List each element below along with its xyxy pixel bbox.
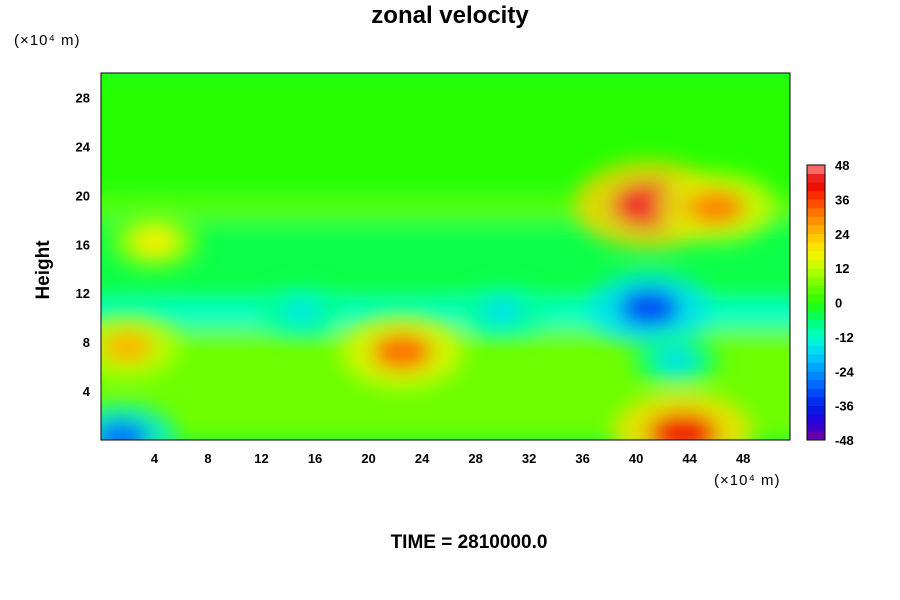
velocity-features	[101, 160, 775, 440]
colorbar-swatch	[807, 422, 825, 432]
colorbar-swatch	[807, 328, 825, 338]
x-tick-label: 28	[468, 451, 482, 466]
colorbar-swatch	[807, 345, 825, 355]
colorbar-swatch	[807, 362, 825, 372]
colorbar-tick-label: -48	[835, 433, 854, 448]
colorbar-tick-label: -12	[835, 330, 854, 345]
colorbar-swatch	[807, 242, 825, 252]
time-label: TIME = 2810000.0	[390, 532, 548, 553]
colorbar-swatch	[807, 414, 825, 424]
velocity-feature	[619, 289, 680, 327]
colorbar-swatch	[807, 216, 825, 226]
y-tick-label: 28	[76, 90, 90, 105]
colorbar-swatch	[807, 285, 825, 295]
y-tick-label: 24	[76, 139, 91, 154]
x-tick-label: 40	[629, 451, 643, 466]
colorbar-swatch	[807, 405, 825, 415]
colorbar-swatch	[807, 250, 825, 260]
colorbar-tick-label: 24	[835, 227, 850, 242]
colorbar-swatch	[807, 431, 825, 441]
velocity-feature	[647, 413, 719, 440]
colorbar-swatch	[807, 379, 825, 389]
colorbar-swatch	[807, 182, 825, 192]
y-tick-label: 12	[76, 286, 90, 301]
colorbar-swatch	[807, 371, 825, 381]
y-tick-label: 20	[76, 188, 90, 203]
x-tick-label: 8	[204, 451, 211, 466]
colorbar-frame	[806, 164, 826, 441]
colorbar-swatch	[807, 302, 825, 312]
colorbar-swatch	[807, 276, 825, 286]
velocity-feature	[281, 298, 323, 325]
y-axis-unit: (×10⁴ m)	[14, 32, 81, 49]
colorbar-tick-label: 0	[835, 296, 842, 311]
x-tick-label: 36	[575, 451, 589, 466]
colorbar-swatch	[807, 397, 825, 406]
plot-frame	[100, 72, 791, 441]
colorbar-swatch	[807, 311, 825, 320]
colorbar-swatch	[807, 388, 825, 398]
colorbar-swatch	[807, 233, 825, 243]
colorbar-tick-label: -24	[835, 364, 855, 379]
colorbar-swatch	[807, 207, 825, 217]
colorbar: 48 36 24 12 0 -12 -24 -36 -48	[806, 158, 855, 448]
chart-title: zonal velocity	[371, 2, 529, 29]
y-tick-label: 4	[83, 384, 91, 399]
colorbar-swatch	[807, 190, 825, 200]
colorbar-swatch	[807, 199, 825, 209]
colorbar-swatch	[807, 173, 825, 183]
colorbar-tick-label: 12	[835, 261, 849, 276]
x-axis-unit: (×10⁴ m)	[714, 472, 781, 489]
colorbar-swatch	[807, 268, 825, 278]
x-tick-label: 24	[415, 451, 430, 466]
velocity-band	[101, 73, 790, 190]
y-tick-label: 8	[83, 335, 90, 350]
y-tick-labels: 4 8 12 16 20 24 28	[76, 90, 91, 399]
colorbar-tick-label: -36	[835, 399, 854, 414]
colorbar-tick-label: 36	[835, 192, 849, 207]
colorbar-swatch	[807, 225, 825, 235]
x-tick-label: 16	[308, 451, 322, 466]
colorbar-swatch	[807, 354, 825, 363]
y-tick-label: 16	[76, 237, 90, 252]
velocity-feature	[481, 298, 524, 325]
x-tick-label: 44	[682, 451, 697, 466]
x-tick-label: 32	[522, 451, 536, 466]
velocity-feature	[132, 228, 177, 256]
velocity-feature	[687, 190, 746, 226]
velocity-feature	[101, 331, 155, 363]
x-tick-labels: 4 8 12 16 20 24 28 32 36 40 44 48	[151, 451, 751, 466]
colorbar-swatch	[807, 259, 825, 269]
plot-area	[101, 73, 790, 440]
velocity-feature	[371, 333, 433, 371]
colorbar-swatch	[807, 319, 825, 329]
x-tick-label: 48	[736, 451, 750, 466]
x-tick-label: 12	[254, 451, 268, 466]
colorbar-swatch	[807, 336, 825, 346]
x-tick-label: 20	[361, 451, 375, 466]
x-tick-label: 4	[151, 451, 159, 466]
colorbar-tick-label: 48	[835, 158, 849, 173]
colorbar-swatch	[807, 165, 825, 174]
colorbar-swatch	[807, 293, 825, 303]
velocity-feature	[655, 347, 698, 374]
velocity-feature	[101, 420, 150, 440]
